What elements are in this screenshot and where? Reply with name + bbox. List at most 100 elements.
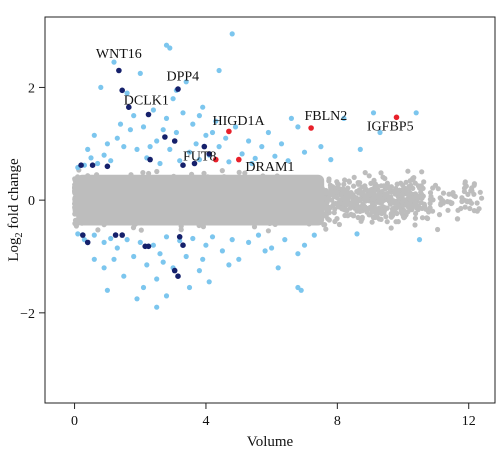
significant-point	[265, 129, 271, 136]
significant-point	[150, 107, 156, 113]
background-point	[154, 168, 160, 175]
x-tick-label: 8	[334, 414, 341, 429]
background-point	[419, 215, 426, 221]
background-point	[411, 203, 417, 209]
background-point	[73, 223, 79, 229]
y-tick-label: 2	[28, 81, 35, 96]
significant-point	[157, 160, 163, 167]
background-point	[342, 195, 348, 201]
significant-point	[75, 231, 81, 237]
background-point	[334, 189, 340, 195]
background-point	[341, 181, 347, 187]
background-point	[430, 208, 436, 214]
background-point	[454, 216, 460, 222]
significant-point	[219, 248, 225, 254]
background-point	[412, 180, 418, 186]
background-point	[393, 189, 399, 195]
significant-point	[144, 262, 150, 268]
background-point	[462, 204, 468, 210]
background-point	[445, 207, 451, 213]
background-point	[382, 175, 388, 182]
highlighted-points	[78, 67, 400, 280]
background-point	[459, 198, 465, 205]
background-point	[424, 215, 430, 221]
highlight-point-navy	[201, 143, 208, 150]
significant-point	[157, 251, 163, 257]
background-point	[339, 205, 345, 211]
background-point	[444, 199, 450, 205]
highlight-point-navy	[126, 104, 132, 110]
highlight-point-navy	[78, 162, 84, 168]
significant-point	[124, 90, 130, 96]
background-point	[405, 209, 411, 215]
background-point	[427, 190, 434, 196]
significant-point	[341, 115, 347, 121]
significant-point	[246, 138, 252, 144]
highlight-point-red	[308, 125, 314, 131]
significant-point	[236, 256, 242, 262]
significant-point	[91, 256, 97, 262]
background-point	[369, 191, 375, 197]
background-point	[355, 180, 361, 186]
background-point	[346, 179, 352, 185]
significant-point	[140, 284, 147, 291]
background-point	[379, 210, 385, 217]
significant-point	[272, 153, 278, 159]
background-point	[394, 181, 400, 187]
highlight-point-navy	[145, 243, 152, 250]
background-point	[242, 170, 248, 176]
background-point	[95, 227, 101, 233]
significant-point	[108, 235, 114, 242]
background-point	[440, 190, 447, 196]
background-point	[265, 228, 271, 234]
background-point	[469, 185, 475, 191]
significant-point	[269, 245, 275, 251]
background-point	[436, 212, 443, 218]
background-point	[355, 214, 361, 221]
background-point	[405, 168, 411, 174]
background-point	[403, 179, 409, 185]
highlight-point-navy	[171, 138, 178, 144]
background-point	[72, 176, 78, 182]
significant-point	[229, 237, 235, 243]
significant-point	[370, 110, 377, 116]
background-point	[381, 183, 387, 189]
background-point	[219, 168, 225, 174]
significant-point	[131, 113, 137, 119]
background-point	[326, 178, 332, 184]
background-point	[455, 207, 461, 213]
highlight-point-navy	[206, 151, 212, 157]
significant-point	[200, 256, 206, 262]
highlight-point-navy	[145, 111, 152, 118]
background-point	[388, 184, 394, 190]
background-point	[339, 190, 345, 196]
background-point	[416, 193, 422, 199]
background-point	[408, 182, 414, 188]
background-point	[461, 185, 468, 191]
x-tick-label: 0	[71, 414, 78, 429]
background-point	[388, 211, 394, 217]
significant-point	[301, 242, 308, 248]
gene-label: DPP4	[167, 70, 200, 85]
significant-points	[75, 31, 423, 310]
highlight-point-navy	[191, 160, 198, 167]
significant-point	[104, 287, 110, 293]
significant-point	[170, 96, 176, 102]
significant-point	[154, 276, 160, 282]
background-point	[471, 181, 477, 187]
background-point	[382, 205, 388, 211]
background-point	[337, 199, 343, 205]
significant-point	[193, 141, 199, 147]
background-point	[421, 179, 427, 185]
background-point	[477, 189, 483, 195]
significant-point	[101, 152, 107, 158]
highlight-point-navy	[180, 242, 186, 248]
background-point	[412, 222, 418, 228]
significant-point	[111, 59, 117, 65]
significant-point	[160, 127, 166, 133]
gene-annotations: WNT16 DPP4 DCLK1 HIGD1A FBLN2 IGFBP5 FUT8 DRAM1	[96, 47, 414, 175]
highlight-point-navy	[162, 134, 168, 140]
significant-point	[328, 157, 334, 163]
background-point	[471, 208, 477, 214]
background-point	[407, 196, 413, 202]
